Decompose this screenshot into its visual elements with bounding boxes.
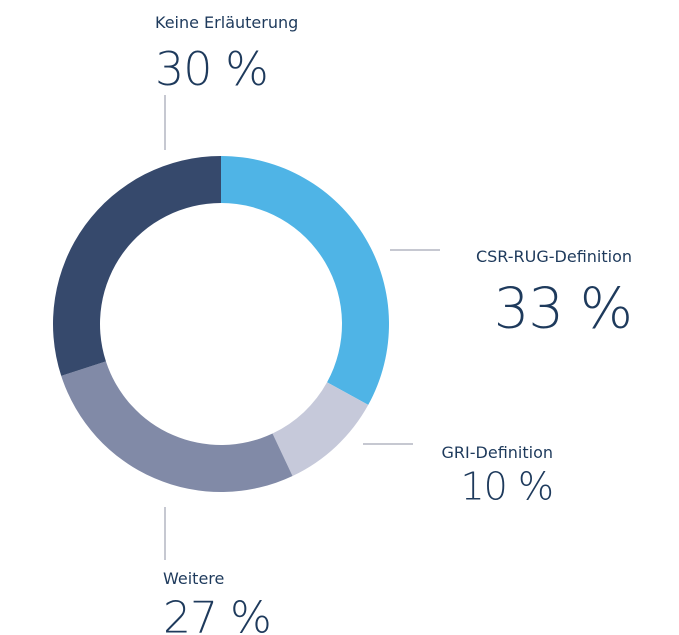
segment-value: 30 % — [155, 42, 268, 96]
donut-segment — [52, 156, 222, 376]
donut-segment — [61, 361, 293, 492]
donut-segment — [272, 382, 369, 477]
segment-value: 10 % — [460, 464, 553, 508]
segment-label: CSR-RUG-Definition — [476, 247, 632, 266]
segment-label: GRI-Definition — [442, 443, 553, 462]
segment-label: Keine Erläuterung — [155, 13, 298, 32]
segment-value: 33 % — [494, 277, 632, 342]
segment-value: 27 % — [163, 592, 271, 635]
segment-label: Weitere — [163, 569, 224, 588]
donut-segment — [221, 156, 390, 405]
